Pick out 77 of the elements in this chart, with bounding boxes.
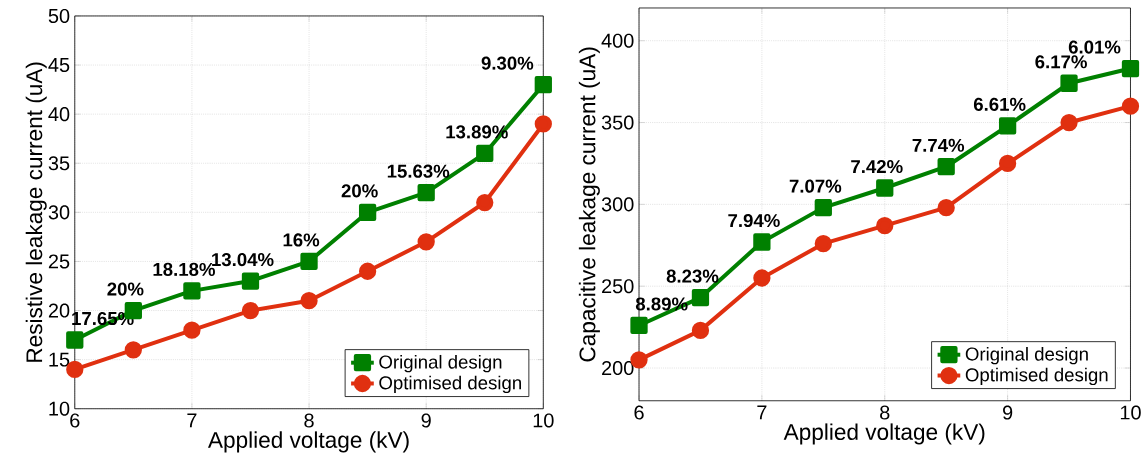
- x-tick-label: 7: [187, 413, 197, 428]
- legend-label: Optimised design: [379, 375, 521, 394]
- point: [417, 233, 435, 251]
- point: [183, 282, 201, 300]
- point: [998, 155, 1017, 173]
- annotation: 20%: [107, 282, 144, 296]
- x-tick-label: 9: [1003, 405, 1013, 420]
- point: [1121, 97, 1140, 116]
- point: [814, 199, 832, 217]
- annotation: 15.63%: [387, 164, 450, 179]
- y-tick-label: 25: [48, 254, 70, 269]
- x-tick-label: 10: [1120, 405, 1141, 420]
- point: [876, 179, 894, 197]
- y-tick-label: 50: [48, 9, 70, 24]
- point: [300, 292, 318, 310]
- x-tick-label: 8: [304, 413, 314, 428]
- y-tick-label: 20: [48, 303, 70, 318]
- y-tick-label: 45: [48, 58, 70, 73]
- y-axis-title: Resistive leakage current (uA): [25, 62, 47, 363]
- annotation: 9.30%: [481, 56, 534, 71]
- y-tick-label: 250: [602, 279, 634, 294]
- y-tick-label: 35: [48, 156, 70, 171]
- point: [241, 302, 260, 320]
- x-tick-label: 10: [533, 413, 554, 428]
- annotation: 7.74%: [912, 138, 965, 153]
- x-tick-label: 6: [70, 413, 80, 428]
- annotation: 20%: [341, 184, 378, 198]
- point: [476, 145, 494, 163]
- x-axis-title: Applied voltage (kV): [207, 431, 409, 453]
- point: [1060, 74, 1078, 93]
- point: [937, 158, 955, 176]
- point: [937, 199, 955, 217]
- point: [1060, 114, 1078, 132]
- point: [691, 321, 710, 340]
- point: [358, 203, 377, 222]
- legend-label: Optimised design: [965, 368, 1108, 386]
- point: [534, 115, 552, 133]
- x-axis-title: Applied voltage (kV): [783, 423, 985, 445]
- point: [753, 269, 771, 287]
- point: [534, 76, 552, 94]
- point: [183, 321, 201, 340]
- y-tick-label: 400: [601, 33, 634, 48]
- point: [814, 235, 832, 253]
- y-axis-title: Capacitive leakage current (uA): [578, 47, 600, 362]
- annotation: 8.23%: [666, 269, 719, 283]
- y-tick-label: 30: [48, 205, 70, 220]
- legend-label: Original design: [965, 347, 1088, 365]
- point: [241, 272, 260, 290]
- annotation: 7.07%: [789, 179, 842, 193]
- point: [630, 317, 648, 335]
- x-tick-label: 6: [634, 405, 644, 420]
- point: [998, 117, 1017, 135]
- annotation: 16%: [283, 233, 320, 247]
- annotation: 6.17%: [1035, 55, 1087, 69]
- point: [476, 194, 494, 212]
- point: [417, 184, 435, 202]
- point: [124, 341, 142, 359]
- point: [876, 217, 894, 235]
- x-tick-label: 7: [757, 405, 767, 420]
- annotation: 6.61%: [973, 97, 1026, 112]
- y-tick-label: 350: [601, 115, 634, 130]
- annotation: 6.01%: [1068, 40, 1121, 54]
- point: [300, 253, 318, 271]
- x-tick-label: 8: [880, 405, 890, 420]
- legend-label: Original design: [379, 355, 502, 373]
- y-tick-label: 300: [601, 197, 634, 212]
- point: [66, 331, 84, 349]
- y-tick-label: 200: [602, 361, 634, 376]
- point: [753, 233, 771, 251]
- point: [691, 289, 710, 307]
- y-tick-label: 15: [49, 352, 70, 367]
- annotation: 7.94%: [728, 214, 780, 228]
- y-tick-label: 40: [48, 107, 70, 122]
- point: [358, 262, 377, 281]
- annotation: 7.42%: [851, 160, 903, 174]
- x-tick-label: 9: [421, 413, 431, 428]
- point: [1121, 60, 1140, 78]
